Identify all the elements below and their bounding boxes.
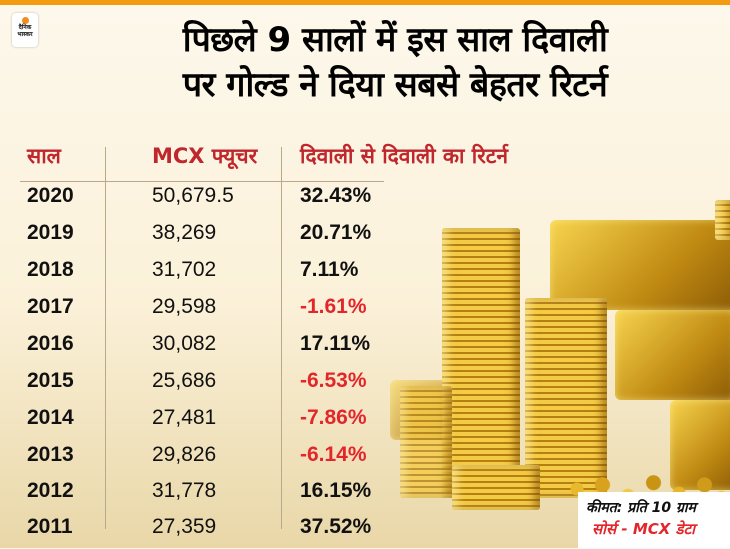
mcx-cell: 29,598	[152, 295, 217, 318]
mcx-cell: 31,702	[152, 258, 217, 281]
header-mcx-futures: MCX फ्यूचर	[152, 144, 258, 168]
header-year: साल	[27, 144, 61, 168]
table-row: 2017 29,598 -1.61%	[0, 295, 730, 329]
return-cell: 32.43%	[300, 184, 372, 207]
mcx-cell: 27,359	[152, 515, 217, 538]
return-cell: 37.52%	[300, 515, 372, 538]
year-cell: 2014	[27, 406, 74, 429]
year-cell: 2011	[27, 515, 73, 538]
year-cell: 2020	[27, 184, 74, 207]
year-cell: 2019	[27, 221, 74, 244]
table-row: 2018 31,702 7.11%	[0, 258, 730, 292]
year-cell: 2015	[27, 369, 74, 392]
column-divider-1	[105, 147, 106, 529]
table-row: 2020 50,679.5 32.43%	[0, 184, 730, 218]
page-title: पिछले 9 सालों में इस साल दिवाली पर गोल्ड…	[0, 18, 730, 108]
table-row: 2011 27,359 37.52%	[0, 515, 730, 549]
top-accent-bar	[0, 0, 730, 5]
year-cell: 2017	[27, 295, 74, 318]
year-cell: 2013	[27, 443, 74, 466]
return-cell: -6.53%	[300, 369, 367, 392]
return-cell: 16.15%	[300, 479, 372, 502]
return-cell: 20.71%	[300, 221, 372, 244]
logo-line1: दैनिक	[18, 25, 32, 31]
mcx-cell: 50,679.5	[152, 184, 234, 207]
table-row: 2019 38,269 20.71%	[0, 221, 730, 255]
title-line1: पिछले 9 सालों में इस साल दिवाली	[182, 20, 608, 60]
year-cell: 2016	[27, 332, 74, 355]
column-divider-2	[281, 147, 282, 529]
mcx-cell: 31,778	[152, 479, 217, 502]
return-cell: 7.11%	[300, 258, 359, 281]
table-row: 2013 29,826 -6.14%	[0, 443, 730, 477]
footnote-box: कीमत: प्रति 10 ग्राम सोर्स - MCX डेटा	[578, 492, 730, 548]
return-cell: -7.86%	[300, 406, 367, 429]
source-note: सोर्स - MCX डेटा	[592, 520, 696, 538]
mcx-cell: 38,269	[152, 221, 217, 244]
return-cell: -1.61%	[300, 295, 367, 318]
table-row: 2015 25,686 -6.53%	[0, 369, 730, 403]
table-row: 2012 31,778 16.15%	[0, 479, 730, 513]
header-underline	[20, 181, 384, 182]
mcx-cell: 25,686	[152, 369, 217, 392]
mcx-cell: 30,082	[152, 332, 217, 355]
year-cell: 2018	[27, 258, 74, 281]
table-row: 2014 27,481 -7.86%	[0, 406, 730, 440]
mcx-cell: 29,826	[152, 443, 217, 466]
sun-dot-icon	[21, 17, 29, 24]
logo-line2: भास्कर	[17, 32, 33, 38]
dainik-bhaskar-logo: दैनिक भास्कर	[12, 13, 38, 47]
title-line2: पर गोल्ड ने दिया सबसे बेहतर रिटर्न	[182, 65, 608, 105]
year-cell: 2012	[27, 479, 74, 502]
return-cell: -6.14%	[300, 443, 367, 466]
return-cell: 17.11%	[300, 332, 371, 355]
table-row: 2016 30,082 17.11%	[0, 332, 730, 366]
header-diwali-return: दिवाली से दिवाली का रिटर्न	[300, 144, 509, 168]
gold-bars-coins-image	[390, 180, 730, 510]
mcx-cell: 27,481	[152, 406, 217, 429]
price-unit-note: कीमत: प्रति 10 ग्राम	[586, 500, 696, 516]
